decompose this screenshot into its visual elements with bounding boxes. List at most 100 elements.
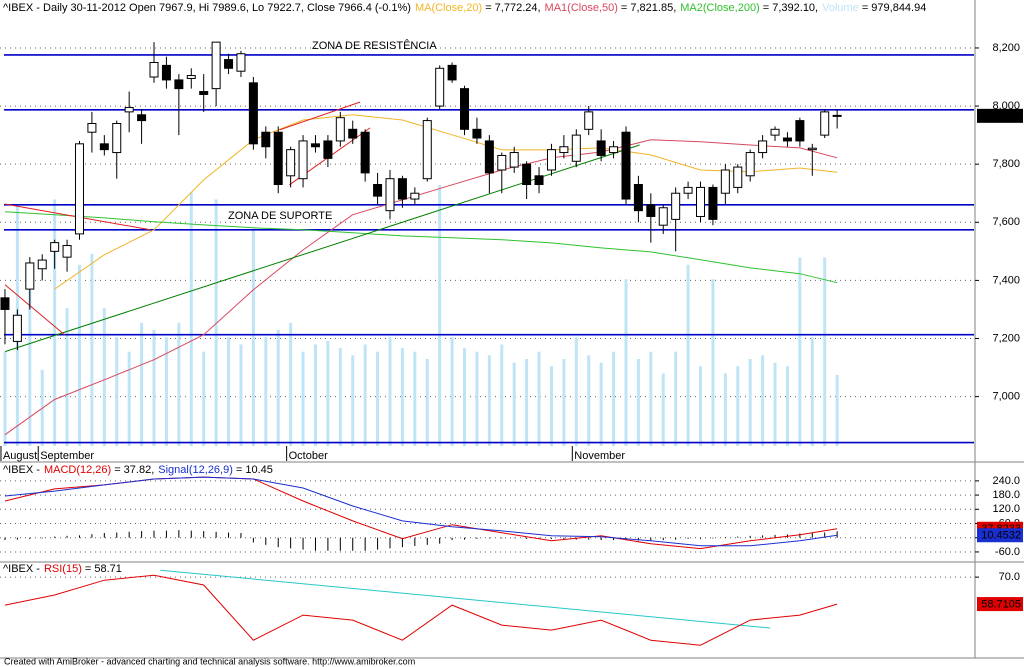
- candle-body: [373, 184, 383, 197]
- candle-body: [584, 111, 594, 130]
- legend-value: = 37.82,: [114, 464, 154, 476]
- volume-bar: [438, 184, 442, 446]
- x-tick-label: September: [40, 450, 94, 462]
- legend-prefix: ^IBEX -: [3, 563, 40, 575]
- volume-bar: [127, 351, 131, 446]
- candle-body: [74, 143, 84, 235]
- volume-bar: [562, 358, 566, 446]
- volume-bar: [289, 322, 293, 446]
- legend-name: MA2(Close,200): [680, 2, 759, 14]
- x-tick-label: October: [289, 450, 328, 462]
- candle-body: [298, 140, 308, 180]
- volume-bar: [500, 344, 504, 446]
- panel: 8,2008,0007,8007,6007,4007,2007,000Augus…: [0, 39, 1023, 462]
- candle-body: [25, 262, 35, 290]
- candle-body: [609, 146, 619, 154]
- volume-bar: [177, 322, 181, 446]
- volume-bar: [835, 374, 839, 446]
- candle-body: [261, 131, 271, 148]
- legend-name: MA1(Close,50): [545, 2, 618, 14]
- candle-body: [733, 166, 743, 188]
- volume-bar: [686, 264, 690, 446]
- header-text: ^IBEX - Daily 30-11-2012 Open 7967.9, Hi…: [3, 2, 411, 14]
- candle-body: [360, 131, 370, 174]
- volume-bar: [736, 366, 740, 446]
- volume-bar: [674, 351, 678, 446]
- candle-body: [161, 64, 171, 81]
- volume-bar: [102, 308, 106, 446]
- candle-body: [807, 147, 817, 151]
- candle-body: [12, 314, 22, 342]
- volume-bar: [189, 192, 193, 446]
- candle-body: [335, 117, 345, 142]
- moving-average: [4, 211, 838, 284]
- volume-bar: [587, 355, 591, 446]
- legend-prefix: ^IBEX -: [3, 464, 40, 476]
- candle-body: [460, 88, 470, 130]
- candle-body: [758, 140, 768, 154]
- candle-body: [211, 41, 221, 90]
- y-tick-label: 7,800: [992, 158, 1020, 170]
- volume-bar: [463, 348, 467, 446]
- candle-body: [410, 192, 420, 200]
- candle-body: [87, 123, 97, 133]
- candle-body: [422, 120, 432, 180]
- candle-body: [646, 204, 656, 217]
- candle-body: [385, 178, 395, 212]
- candle-body: [286, 149, 296, 177]
- candle-body: [137, 114, 147, 122]
- volume-bar: [115, 337, 119, 446]
- legend-value: = 7,821.85,: [621, 2, 676, 14]
- moving-average: [4, 139, 838, 436]
- legend: ^IBEX - MACD(12,26) = 37.82, Signal(12,26,9…: [3, 464, 273, 476]
- candle-body: [0, 297, 10, 310]
- candle-body: [99, 143, 109, 151]
- x-tick-label: August: [3, 450, 37, 462]
- candle-body: [708, 186, 718, 220]
- candle-body: [559, 146, 569, 154]
- volume-bar: [798, 257, 802, 446]
- volume-bar: [748, 358, 752, 446]
- legend-name: MACD(12,26): [44, 464, 111, 476]
- candle-body: [124, 107, 134, 113]
- legend-value: = 7,392.10,: [763, 2, 818, 14]
- candle-body: [509, 152, 519, 168]
- candle-body: [310, 143, 320, 148]
- volume-bar: [164, 337, 168, 446]
- panel: 240.0180.0120.060.00.0-60.037.823310.453…: [0, 475, 1023, 558]
- level-label: ZONA DE SUPORTE: [228, 210, 332, 222]
- volume-bar: [699, 366, 703, 446]
- legend-name: MA(Close,20): [415, 2, 482, 14]
- last-value-label: 7,966.4: [984, 110, 1021, 122]
- x-tick-label: November: [574, 450, 625, 462]
- volume-bar: [140, 322, 144, 446]
- indicator-line: [4, 476, 838, 547]
- volume-bar: [723, 373, 727, 446]
- candle-body: [273, 131, 283, 186]
- candle-body: [571, 134, 581, 162]
- volume-bar: [624, 279, 628, 446]
- candle-body: [497, 154, 507, 171]
- candle-body: [696, 186, 706, 217]
- candle-body: [534, 175, 544, 186]
- candle-body: [621, 131, 631, 200]
- volume-bar: [363, 344, 367, 446]
- volume-bar: [425, 358, 429, 446]
- level-label: ZONA DE RESISTÊNCIA: [312, 39, 437, 52]
- candle-body: [671, 192, 681, 220]
- legend: ^IBEX - Daily 30-11-2012 Open 7967.9, Hi…: [3, 2, 926, 14]
- candle-body: [683, 186, 693, 194]
- panel: 70.0 58.7105: [0, 569, 1023, 646]
- legend-value: = 979,844.94: [862, 2, 927, 14]
- trendline: [4, 284, 65, 336]
- volume-bar: [276, 329, 280, 446]
- volume-bar: [65, 308, 69, 446]
- volume-bar: [388, 337, 392, 446]
- candle-body: [447, 64, 457, 81]
- volume-bar: [475, 351, 479, 446]
- volume-bar: [28, 290, 32, 446]
- volume-bar: [301, 351, 305, 446]
- candle-body: [50, 242, 60, 252]
